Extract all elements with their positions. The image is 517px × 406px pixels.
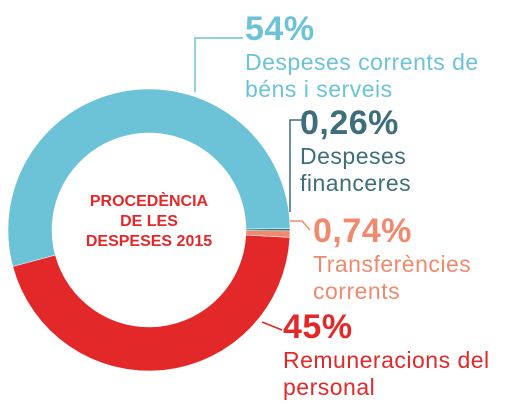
leader-line	[289, 119, 302, 212]
leader-line	[290, 220, 311, 231]
donut-segment	[7, 88, 291, 267]
donut-segment	[245, 230, 291, 238]
category-label: Transferències corrents	[313, 251, 472, 305]
leader-line	[194, 37, 243, 92]
label-group: 0,74% Transferències corrents	[313, 212, 513, 305]
value-label: 0,26%	[300, 104, 399, 142]
label-group: 45% Remuneracions del personal	[283, 308, 515, 401]
category-label: Remuneracions del personal	[283, 347, 490, 401]
label-group: 0,26% Despeses financeres	[300, 104, 450, 197]
category-label: Despeses financeres	[300, 143, 412, 197]
donut-segment	[12, 234, 291, 372]
chart-title: PROCEDÈNCIA DE LES DESPESES 2015	[85, 193, 213, 250]
value-label: 0,74%	[313, 212, 412, 250]
leader-line	[261, 321, 283, 331]
value-label: 54%	[245, 10, 315, 48]
value-label: 45%	[283, 308, 353, 346]
label-group: 54% Despeses corrents de béns i serveis	[245, 10, 480, 103]
category-label: Despeses corrents de béns i serveis	[245, 49, 479, 103]
